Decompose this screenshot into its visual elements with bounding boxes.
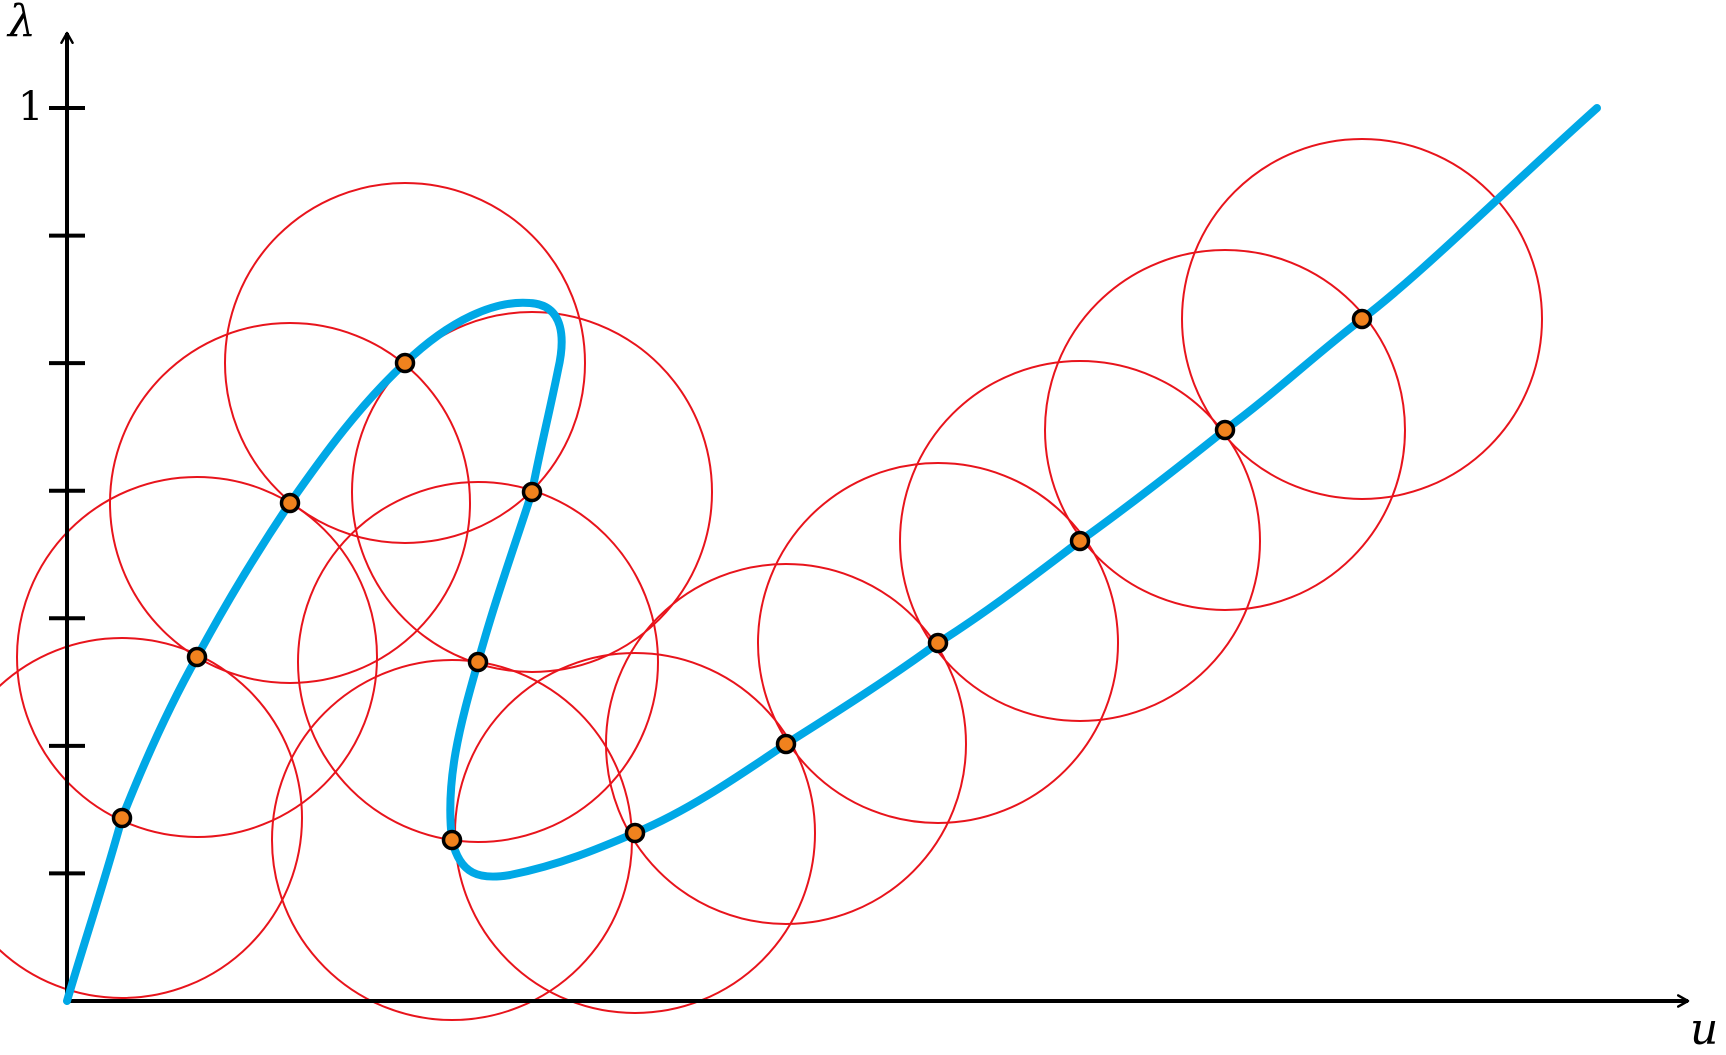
- step-circle: [297, 481, 659, 843]
- continuation-point: [441, 829, 463, 851]
- x-axis-label: u: [1690, 1004, 1718, 1055]
- step-circles: [0, 138, 1543, 1021]
- continuation-points: [111, 308, 1373, 851]
- continuation-point: [521, 481, 543, 503]
- continuation-point: [186, 646, 208, 668]
- step-circle: [605, 563, 967, 925]
- step-circle: [16, 476, 378, 838]
- continuation-point: [1214, 419, 1236, 441]
- continuation-point: [624, 822, 646, 844]
- y-ticks: [49, 106, 85, 876]
- step-circle: [1044, 249, 1406, 611]
- continuation-point: [927, 632, 949, 654]
- continuation-point: [467, 651, 489, 673]
- continuation-point: [1069, 530, 1091, 552]
- continuation-point: [279, 492, 301, 514]
- y-axis-label: λ: [6, 0, 36, 47]
- axes: 1 λ u: [6, 0, 1718, 1055]
- y-tick-label-1: 1: [18, 84, 43, 130]
- continuation-point: [394, 352, 416, 374]
- solution-curve: [63, 104, 1601, 1005]
- step-circle: [1181, 138, 1543, 500]
- continuation-point: [775, 733, 797, 755]
- step-circle: [757, 462, 1119, 824]
- step-circle: [224, 182, 586, 544]
- continuation-point: [1351, 308, 1373, 330]
- step-circle: [0, 637, 303, 999]
- step-circle: [109, 322, 471, 684]
- step-circle: [899, 360, 1261, 722]
- step-circle: [351, 311, 713, 673]
- continuation-point: [111, 807, 133, 829]
